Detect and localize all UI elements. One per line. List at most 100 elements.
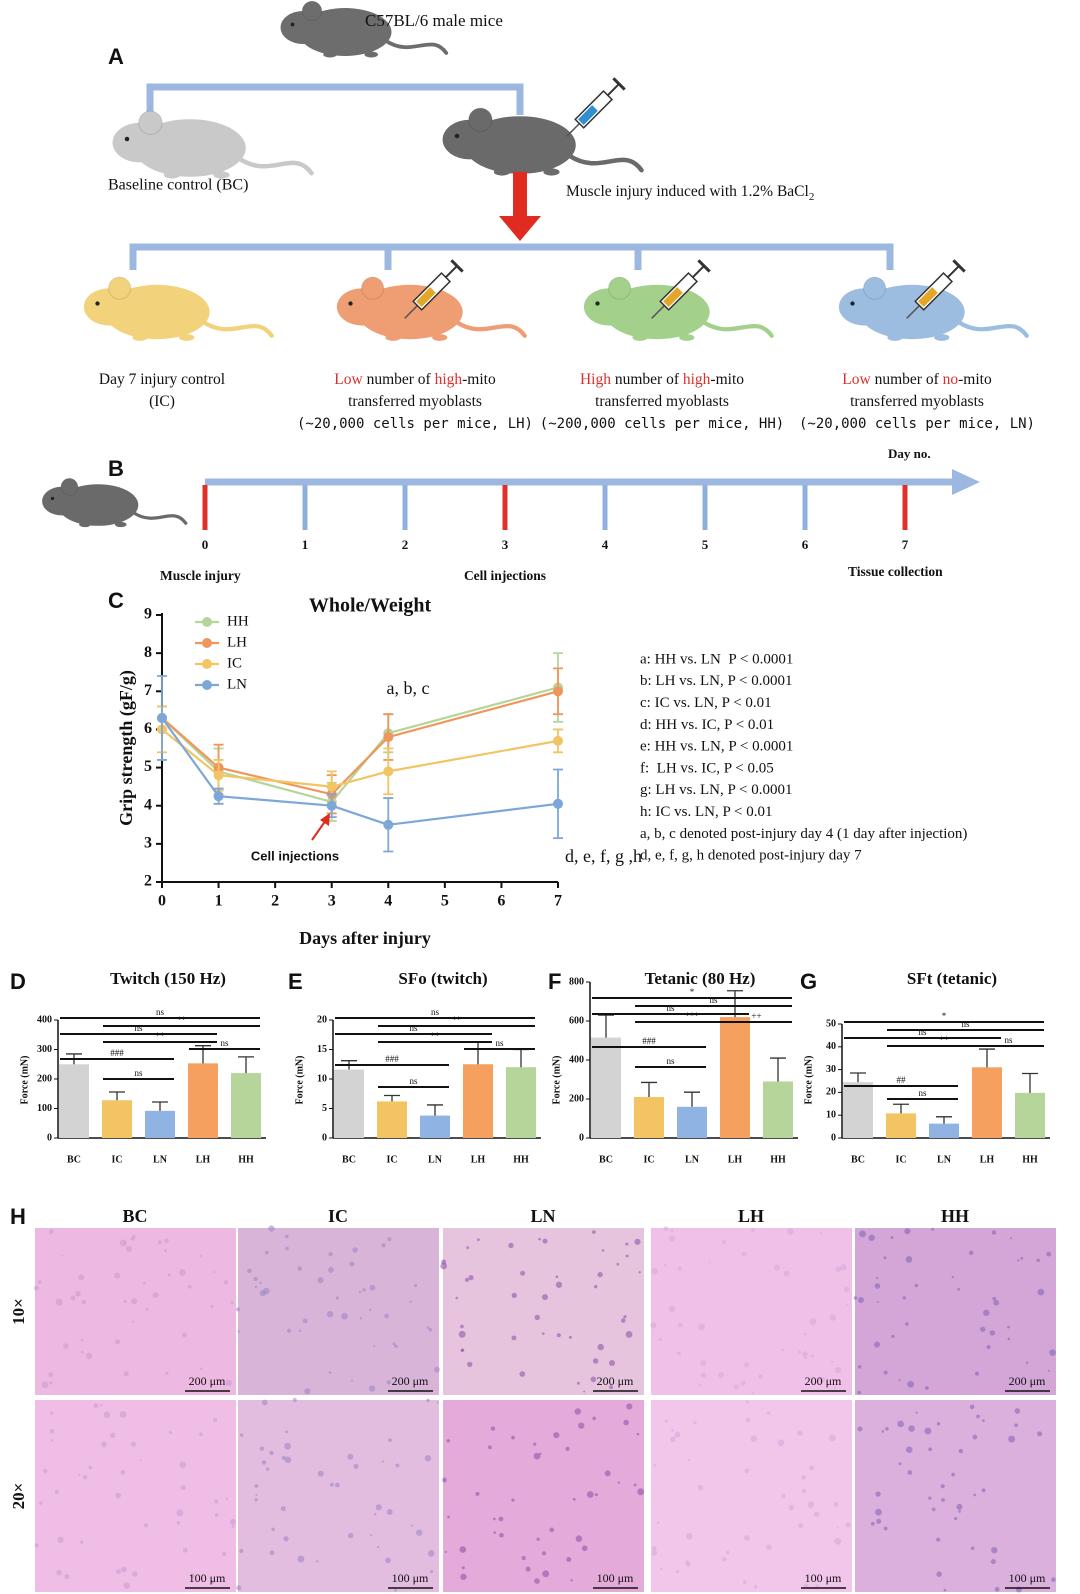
error-bar xyxy=(384,1094,400,1102)
tissue-texture xyxy=(348,1532,354,1539)
plunger xyxy=(607,83,620,96)
tissue-texture xyxy=(958,1510,961,1513)
tissue-texture xyxy=(616,1262,620,1266)
tissue-texture xyxy=(677,1266,682,1271)
y-tick-label: 6 xyxy=(144,720,152,737)
tissue-texture xyxy=(519,1371,526,1377)
tissue-texture xyxy=(63,1343,69,1349)
legend-marker xyxy=(202,659,212,669)
tissue-texture xyxy=(924,1385,929,1390)
tissue-texture xyxy=(1037,1431,1043,1437)
tissue-texture xyxy=(986,1344,991,1350)
significance-label: * xyxy=(690,987,695,997)
column-title: LN xyxy=(530,1206,555,1226)
scale-bar-label: 100 μm xyxy=(392,1571,429,1585)
tissue-texture xyxy=(743,1534,750,1541)
tissue-texture xyxy=(444,1550,448,1554)
tissue-texture xyxy=(653,1463,657,1467)
tissue-texture xyxy=(375,1504,382,1511)
tissue-texture xyxy=(572,1497,576,1501)
tissue-texture xyxy=(394,1589,397,1592)
tissue-texture xyxy=(677,1351,681,1356)
group-label: Day 7 injury control xyxy=(99,371,225,388)
tissue-texture xyxy=(609,1359,616,1366)
tissue-texture xyxy=(416,1529,423,1536)
y-tick-label: 15 xyxy=(317,1044,327,1055)
tissue-texture xyxy=(145,1307,149,1311)
tissue-texture xyxy=(1014,1408,1021,1414)
tissue-texture xyxy=(304,1388,311,1395)
y-axis-title: Grip strength (gF/g) xyxy=(116,670,137,826)
tissue-texture xyxy=(951,1472,956,1477)
tissue-texture xyxy=(940,1484,945,1489)
tissue-texture xyxy=(55,1298,63,1306)
tissue-texture xyxy=(101,1441,107,1448)
mouse-icon xyxy=(83,276,274,341)
tissue-texture xyxy=(467,1361,473,1368)
tissue-texture xyxy=(269,1550,275,1556)
point xyxy=(383,732,394,743)
tissue-texture xyxy=(870,1521,875,1526)
tissue-texture xyxy=(638,1271,641,1274)
tissue-texture xyxy=(110,1432,116,1438)
group-label: (IC) xyxy=(149,393,175,410)
tissue-texture xyxy=(490,1426,496,1431)
tissue-texture xyxy=(553,1432,560,1439)
y-tick-label: 5 xyxy=(144,758,152,775)
panel-label: G xyxy=(800,969,817,994)
tissue-texture xyxy=(651,1549,658,1556)
tissue-texture xyxy=(974,1371,980,1376)
tissue-texture xyxy=(663,1226,669,1232)
tissue-texture xyxy=(722,1557,727,1562)
note: d: HH vs. IC, P < 0.01 xyxy=(640,717,774,733)
scale-bar-label: 100 μm xyxy=(1009,1571,1046,1585)
y-tick-label: 5 xyxy=(322,1103,327,1114)
tissue-texture xyxy=(508,1242,514,1249)
y-axis-title: Force (mN) xyxy=(803,1056,814,1105)
arrow-shaft xyxy=(513,172,527,218)
annotation-arrow xyxy=(311,819,327,841)
tissue-texture xyxy=(1009,1237,1013,1240)
tissue-texture xyxy=(742,1580,747,1584)
mouse-foot xyxy=(543,168,560,176)
tissue-texture xyxy=(597,1343,604,1351)
tissue-texture xyxy=(993,1299,1000,1306)
tissue-texture xyxy=(88,1465,93,1470)
tissue-texture xyxy=(285,1246,289,1251)
micrograph xyxy=(238,1228,439,1395)
mouse-ear xyxy=(608,276,632,300)
bar xyxy=(677,1106,707,1138)
y-tick-label: 0 xyxy=(831,1132,836,1143)
tissue-texture xyxy=(353,1463,359,1469)
tissue-texture xyxy=(434,1366,440,1373)
x-tick-label: 2 xyxy=(271,893,279,910)
tissue-texture xyxy=(914,1283,919,1288)
tissue-texture xyxy=(767,1411,771,1415)
label-segment: -mito xyxy=(462,371,496,388)
tissue-texture xyxy=(829,1434,836,1442)
tissue-texture xyxy=(633,1483,637,1487)
tissue-texture xyxy=(868,1234,875,1241)
plunger xyxy=(445,265,458,278)
injury-text: Muscle injury induced with 1.2% BaCl xyxy=(566,183,809,200)
y-tick-label: 200 xyxy=(569,1093,584,1104)
day-number: 6 xyxy=(802,537,809,552)
tissue-texture xyxy=(525,1566,531,1572)
tissue-texture xyxy=(214,1499,219,1504)
tissue-texture xyxy=(686,1561,691,1567)
label-segment: (IC) xyxy=(149,393,175,410)
tissue-texture xyxy=(255,1493,258,1497)
error-bar xyxy=(770,1057,786,1082)
tissue-texture xyxy=(139,1459,142,1462)
tissue-texture xyxy=(61,1254,64,1257)
tissue-texture xyxy=(1017,1259,1020,1262)
needle xyxy=(651,305,665,319)
legend-label: LN xyxy=(227,676,247,692)
significance-label: ** xyxy=(156,1031,166,1041)
tissue-texture xyxy=(297,1555,305,1563)
tissue-texture xyxy=(239,1548,244,1554)
tissue-texture xyxy=(668,1305,676,1313)
tissue-texture xyxy=(78,1473,81,1476)
label-segment: transferred myoblasts xyxy=(850,393,984,410)
tissue-texture xyxy=(253,1276,258,1282)
